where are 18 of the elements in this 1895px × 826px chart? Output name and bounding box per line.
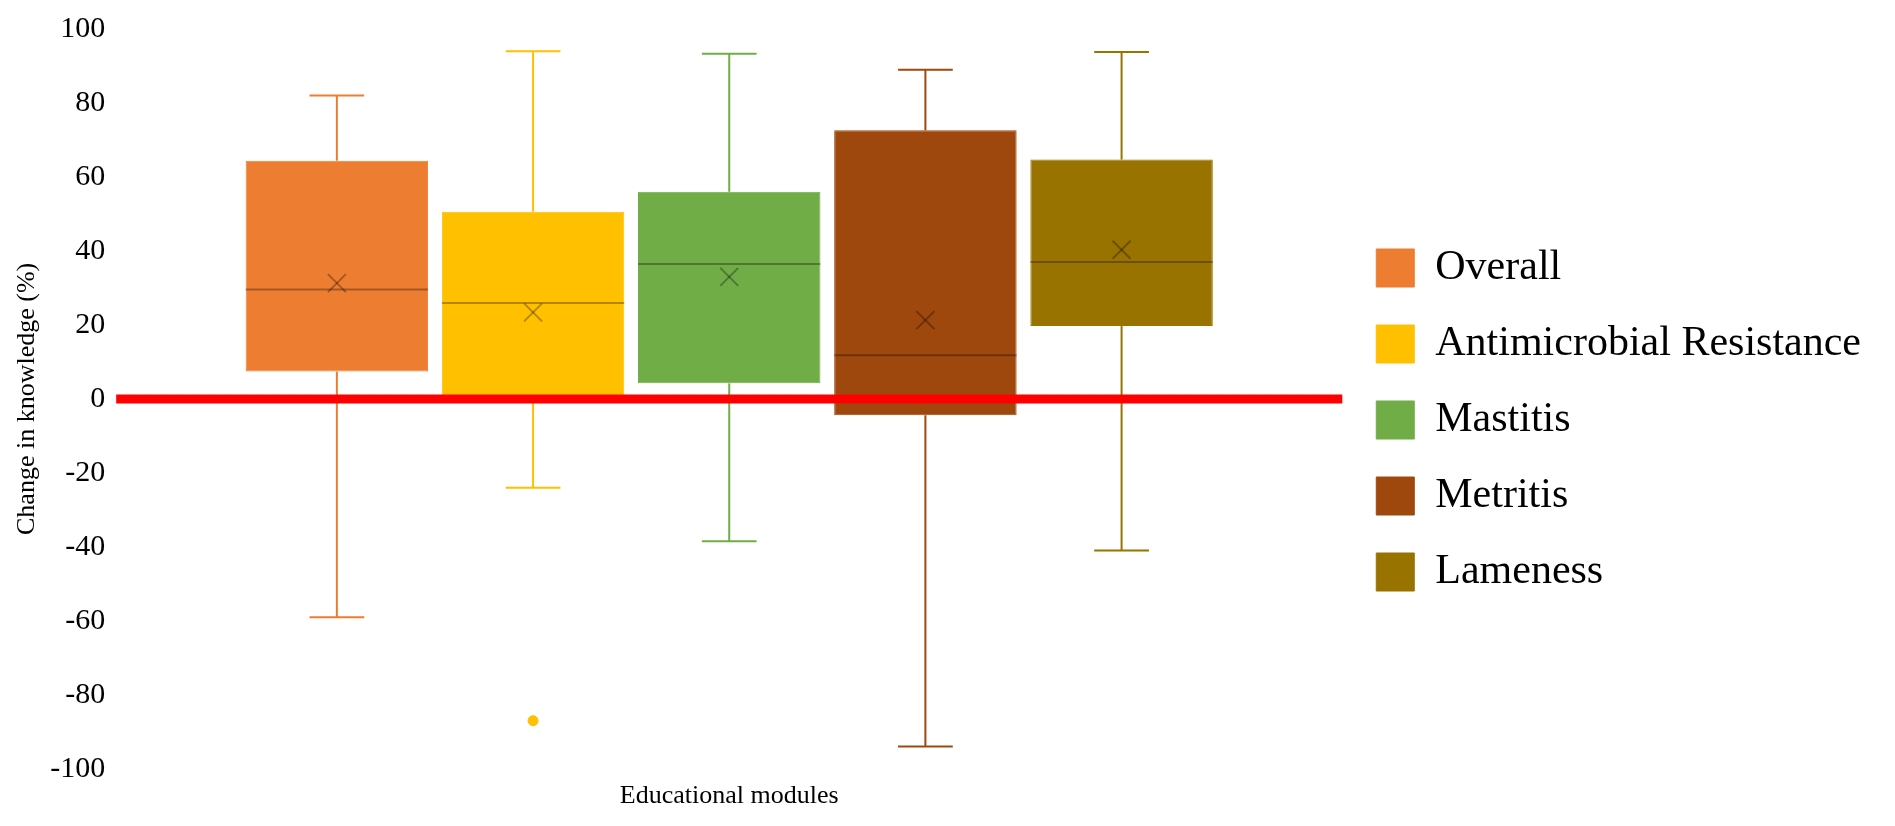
y-tick-label: -60 [65, 601, 106, 635]
y-tick-label: 40 [75, 231, 106, 265]
y-axis-title: Change in knowledge (%) [11, 262, 41, 535]
x-axis-title: Educational modules [619, 780, 839, 810]
legend-label: Lameness [1435, 546, 1604, 593]
y-tick-label: 0 [90, 379, 106, 413]
y-tick-label: -100 [50, 749, 106, 783]
y-tick-label: -40 [65, 527, 106, 561]
legend-label: Metritis [1435, 470, 1569, 517]
y-tick-label: -20 [65, 453, 106, 487]
y-tick-label: 20 [75, 305, 106, 339]
legend-label: Overall [1435, 242, 1562, 289]
y-tick-label: 60 [75, 157, 106, 191]
y-tick-label: 80 [75, 83, 106, 117]
y-tick-label: -80 [65, 675, 106, 709]
legend-label: Antimicrobial Resistance [1435, 318, 1862, 365]
legend-label: Mastitis [1435, 394, 1571, 441]
y-tick-label: 100 [60, 9, 106, 43]
